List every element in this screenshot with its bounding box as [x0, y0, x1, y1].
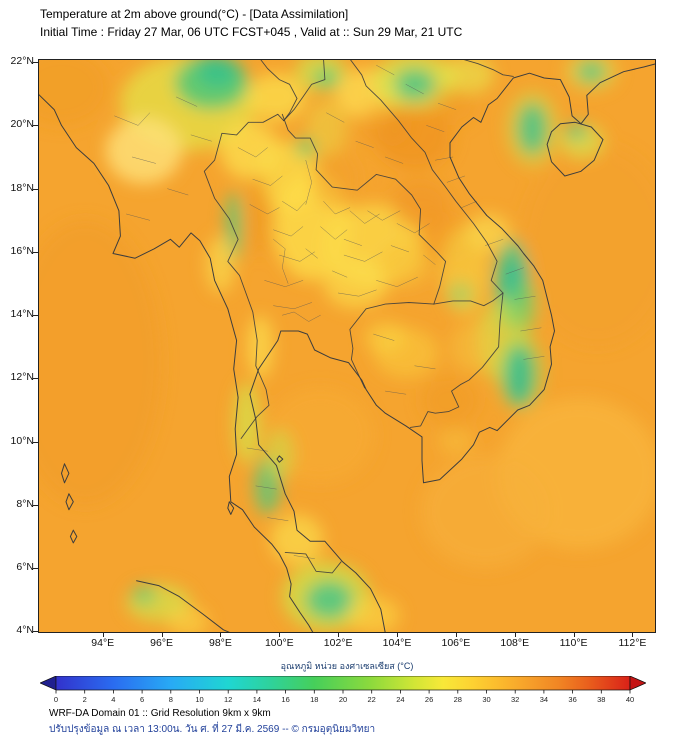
colorbar-tick-label: 26	[424, 695, 434, 704]
temperature-map-graphic	[38, 59, 656, 633]
colorbar-graphic	[39, 675, 647, 694]
colorbar-tick-label: 4	[111, 695, 116, 704]
x-axis-tick	[397, 633, 399, 637]
colorbar-tick-label: 2	[82, 695, 87, 704]
colorbar	[39, 675, 647, 694]
x-axis-tick	[102, 633, 104, 637]
y-axis-tick	[33, 441, 38, 443]
page-subtitle: Initial Time : Friday 27 Mar, 06 UTC FCS…	[40, 25, 463, 39]
colorbar-label: อุณหภูมิ หน่วย องศาเซลเซียส (°C)	[280, 661, 414, 671]
colorbar-tick-label: 18	[310, 695, 319, 704]
x-axis-label: 112°E	[618, 637, 647, 649]
colorbar-tick-label: 20	[338, 695, 348, 704]
y-axis-label: 8°N	[16, 497, 34, 510]
y-axis-label: 16°N	[10, 244, 34, 257]
y-axis-tick	[33, 125, 38, 127]
colorbar-tick-label: 40	[625, 695, 635, 704]
colorbar-tick-label: 32	[511, 695, 520, 704]
colorbar-tick-label: 12	[224, 695, 233, 704]
colorbar-tick-label: 28	[453, 695, 462, 704]
x-axis-label: 110°E	[559, 637, 588, 649]
temperature-field	[38, 59, 656, 633]
colorbar-gradient-bar	[55, 675, 631, 691]
colorbar-tick-label: 8	[168, 695, 173, 704]
x-axis-tick	[220, 633, 222, 637]
y-axis-tick	[33, 378, 38, 380]
colorbar-tick-label: 38	[597, 695, 606, 704]
x-axis-label: 104°E	[382, 637, 412, 649]
x-axis-tick	[279, 633, 281, 637]
colorbar-tick-label: 36	[568, 695, 577, 704]
footer-domain-info: WRF-DA Domain 01 :: Grid Resolution 9km …	[49, 708, 271, 719]
x-axis-tick	[514, 633, 516, 637]
y-axis-label: 4°N	[16, 624, 34, 637]
colorbar-tick-label: 0	[53, 695, 59, 704]
colorbar-left-arrow	[39, 675, 57, 691]
footer-update-info: ปรับปรุงข้อมูล ณ เวลา 13:00น. วัน ศ. ที่…	[49, 724, 376, 735]
y-axis-label: 14°N	[10, 308, 34, 321]
x-axis-tick	[632, 633, 634, 637]
y-axis-tick	[33, 568, 38, 570]
x-axis-label: 102°E	[323, 637, 353, 649]
y-axis-tick	[33, 315, 38, 317]
y-axis-tick	[33, 631, 38, 633]
x-axis-label: 96°E	[150, 637, 174, 649]
colorbar-tick-label: 10	[195, 695, 204, 704]
boundary-lines	[38, 59, 656, 633]
x-axis-label: 100°E	[264, 637, 294, 649]
colorbar-tick-label: 16	[281, 695, 290, 704]
x-axis-tick	[338, 633, 340, 637]
colorbar-tick-label: 30	[482, 695, 491, 704]
colorbar-right-arrow	[629, 675, 647, 691]
x-axis-tick	[455, 633, 457, 637]
y-axis-tick	[33, 62, 38, 64]
y-axis-label: 20°N	[10, 118, 34, 131]
map-frame-border	[38, 59, 656, 633]
x-axis-tick	[161, 633, 163, 637]
y-axis-label: 22°N	[10, 55, 34, 68]
colorbar-tick-label: 34	[539, 695, 549, 704]
colorbar-tick-label: 24	[396, 695, 405, 704]
y-axis-label: 12°N	[10, 371, 34, 384]
x-axis-label: 108°E	[500, 637, 530, 649]
x-axis-label: 106°E	[441, 637, 471, 649]
x-axis-label: 98°E	[209, 637, 232, 649]
y-axis-tick	[33, 504, 38, 506]
y-axis-label: 6°N	[16, 561, 34, 574]
y-axis-tick	[33, 251, 38, 253]
colorbar-tick-label: 22	[367, 695, 376, 704]
y-axis-label: 18°N	[10, 181, 34, 194]
colorbar-tick-label: 14	[252, 695, 262, 704]
page-title: Temperature at 2m above ground(°C) - [Da…	[40, 7, 349, 21]
x-axis-tick	[573, 633, 575, 637]
colorbar-tick-label: 6	[140, 695, 145, 704]
map-frame	[38, 59, 656, 633]
x-axis-label: 94°E	[91, 637, 115, 649]
y-axis-label: 10°N	[10, 434, 34, 447]
y-axis-tick	[33, 188, 38, 190]
